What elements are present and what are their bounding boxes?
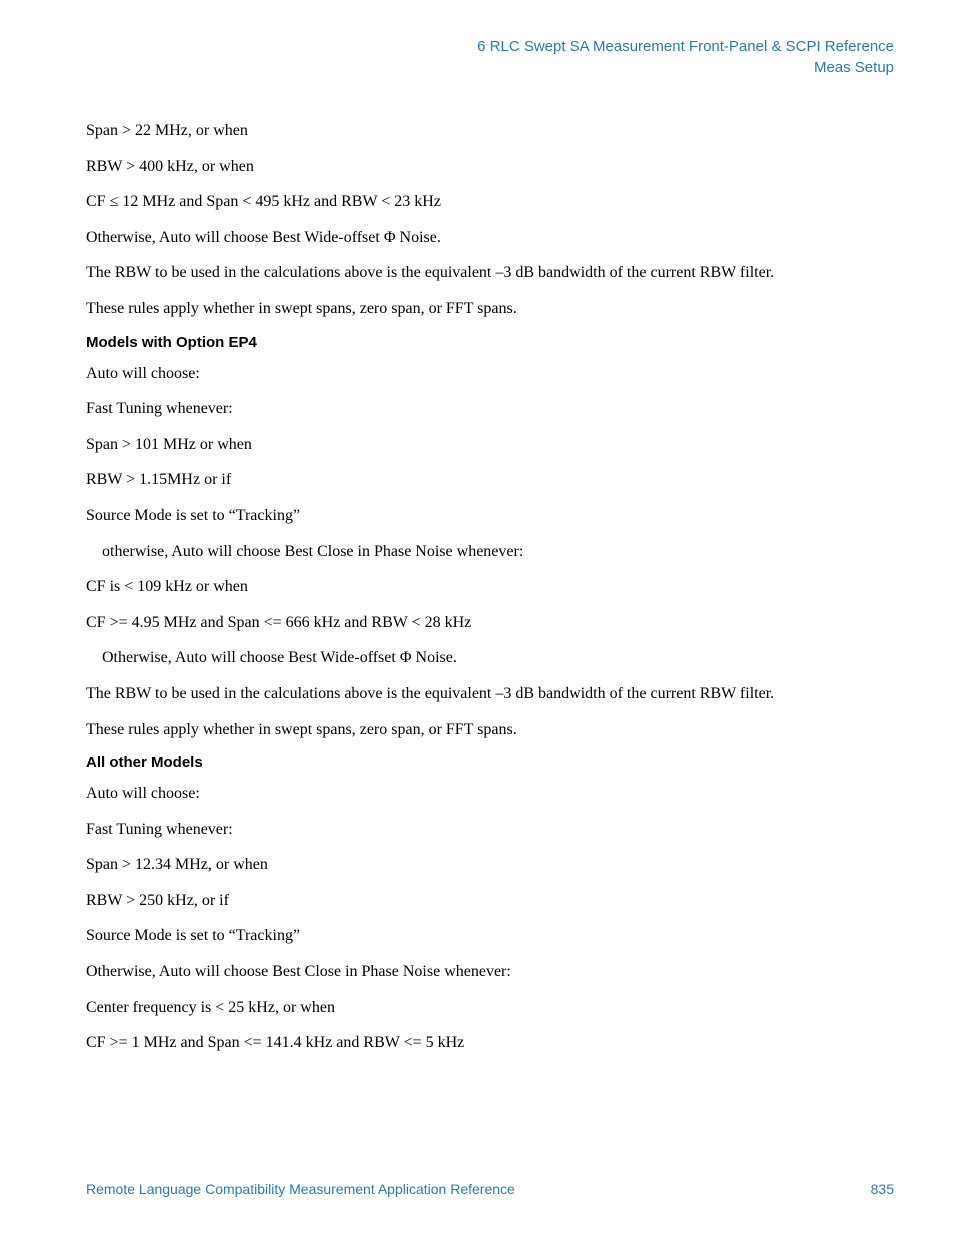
body-text: Source Mode is set to “Tracking” bbox=[86, 925, 894, 947]
page-footer: Remote Language Compatibility Measuremen… bbox=[86, 1181, 894, 1197]
body-text: Span > 101 MHz or when bbox=[86, 434, 894, 456]
body-text: These rules apply whether in swept spans… bbox=[86, 719, 894, 741]
body-text-indent: Otherwise, Auto will choose Best Wide-of… bbox=[102, 647, 894, 669]
body-text: Fast Tuning whenever: bbox=[86, 819, 894, 841]
body-text: Auto will choose: bbox=[86, 783, 894, 805]
body-text: Fast Tuning whenever: bbox=[86, 398, 894, 420]
body-text-indent: otherwise, Auto will choose Best Close i… bbox=[102, 541, 894, 563]
body-text: Center frequency is < 25 kHz, or when bbox=[86, 997, 894, 1019]
page-header: 6 RLC Swept SA Measurement Front-Panel &… bbox=[477, 36, 894, 78]
body-text: These rules apply whether in swept spans… bbox=[86, 298, 894, 320]
body-text: RBW > 250 kHz, or if bbox=[86, 890, 894, 912]
body-text: Otherwise, Auto will choose Best Wide-of… bbox=[86, 227, 894, 249]
header-line-1: 6 RLC Swept SA Measurement Front-Panel &… bbox=[477, 36, 894, 57]
body-text: Auto will choose: bbox=[86, 363, 894, 385]
body-text: RBW > 1.15MHz or if bbox=[86, 469, 894, 491]
body-text: Span > 12.34 MHz, or when bbox=[86, 854, 894, 876]
body-text: CF >= 4.95 MHz and Span <= 666 kHz and R… bbox=[86, 612, 894, 634]
body-text: The RBW to be used in the calculations a… bbox=[86, 262, 894, 284]
header-line-2: Meas Setup bbox=[477, 57, 894, 78]
body-text: CF >= 1 MHz and Span <= 141.4 kHz and RB… bbox=[86, 1032, 894, 1054]
body-text: Source Mode is set to “Tracking” bbox=[86, 505, 894, 527]
section-heading-other: All other Models bbox=[86, 754, 894, 771]
footer-title: Remote Language Compatibility Measuremen… bbox=[86, 1181, 515, 1197]
page-number: 835 bbox=[871, 1181, 894, 1197]
body-text: RBW > 400 kHz, or when bbox=[86, 156, 894, 178]
body-text: The RBW to be used in the calculations a… bbox=[86, 683, 894, 705]
page-content: Span > 22 MHz, or when RBW > 400 kHz, or… bbox=[86, 120, 894, 1068]
body-text: Otherwise, Auto will choose Best Close i… bbox=[86, 961, 894, 983]
body-text: CF is < 109 kHz or when bbox=[86, 576, 894, 598]
section-heading-ep4: Models with Option EP4 bbox=[86, 334, 894, 351]
body-text: CF ≤ 12 MHz and Span < 495 kHz and RBW <… bbox=[86, 191, 894, 213]
body-text: Span > 22 MHz, or when bbox=[86, 120, 894, 142]
